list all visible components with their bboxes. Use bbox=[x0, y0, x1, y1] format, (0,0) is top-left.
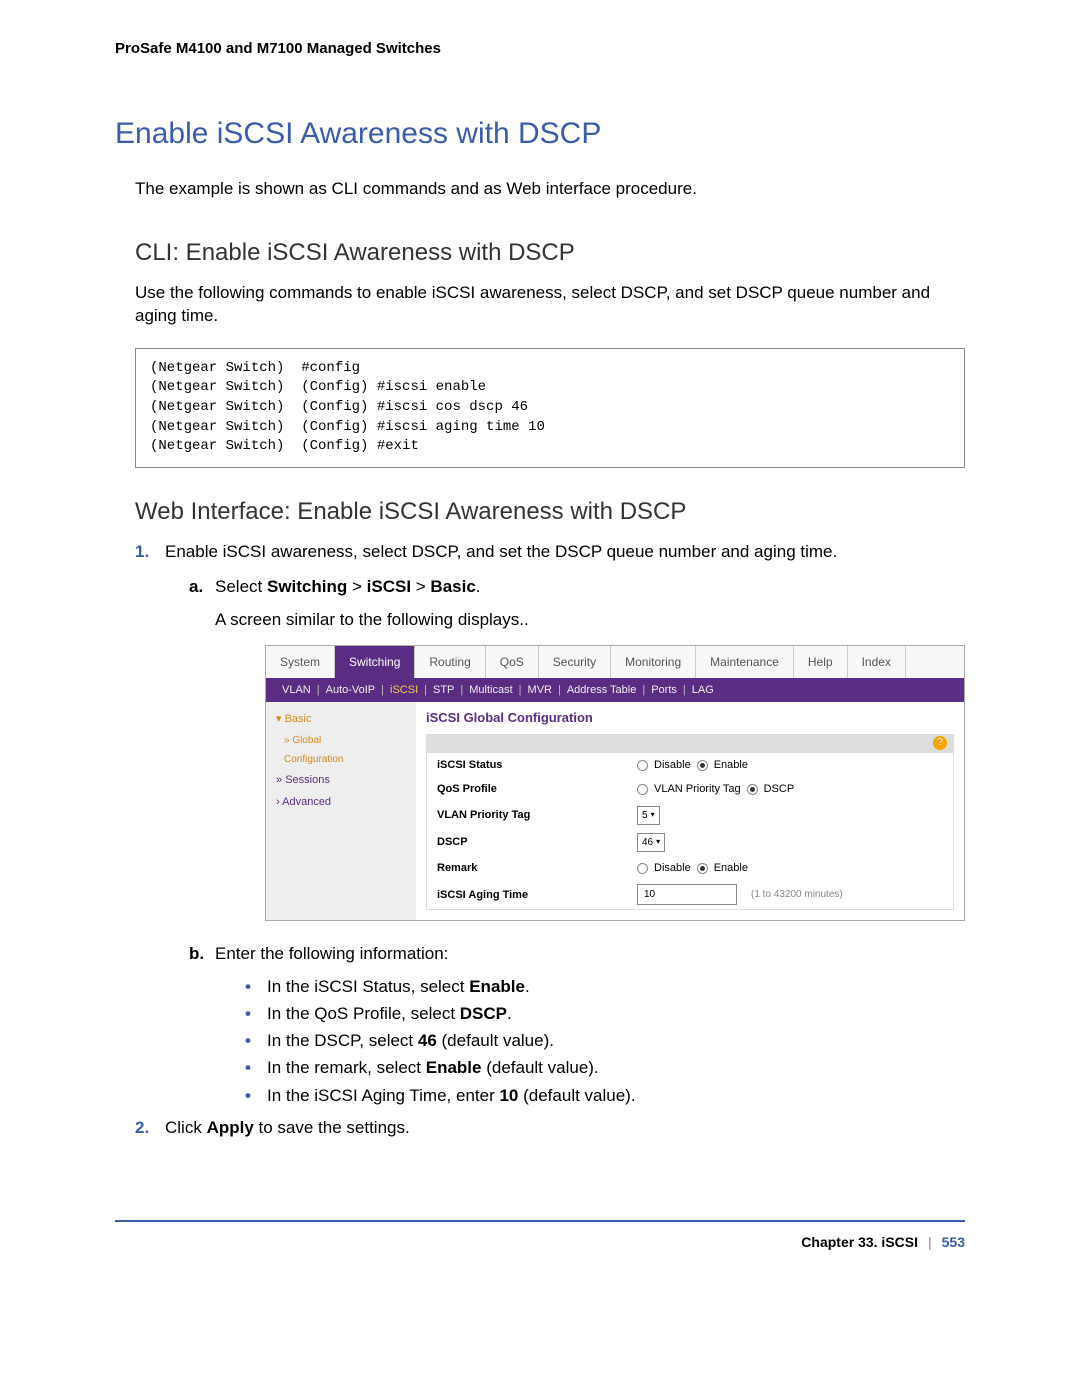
step-1b-text: Enter the following information: bbox=[215, 944, 448, 963]
alpha-b: b. bbox=[189, 941, 204, 967]
dscp-select[interactable]: 46▾ bbox=[637, 833, 665, 852]
tab-switching[interactable]: Switching bbox=[335, 646, 415, 678]
subnav-multicast[interactable]: Multicast bbox=[469, 684, 512, 696]
step-1b: b. Enter the following information: In t… bbox=[189, 941, 965, 1108]
status-enable-radio[interactable] bbox=[697, 760, 708, 771]
row-qos: QoS Profile VLAN Priority Tag DSCP bbox=[427, 777, 953, 802]
subnav-stp[interactable]: STP bbox=[433, 684, 454, 696]
subnav-address-table[interactable]: Address Table bbox=[567, 684, 637, 696]
subnav-ports[interactable]: Ports bbox=[651, 684, 677, 696]
subnav-vlan[interactable]: VLAN bbox=[282, 684, 311, 696]
step-num-2: 2. bbox=[135, 1117, 149, 1140]
remark-disable-radio[interactable] bbox=[637, 863, 648, 874]
ui-sidebar: ▾ Basic » Global Configuration » Session… bbox=[266, 702, 416, 920]
step-num-1: 1. bbox=[135, 541, 149, 564]
side-config[interactable]: Configuration bbox=[266, 750, 416, 769]
bullet-5: In the iSCSI Aging Time, enter 10 (defau… bbox=[245, 1082, 965, 1109]
aging-hint: (1 to 43200 minutes) bbox=[751, 887, 843, 902]
row-dscp: DSCP 46▾ bbox=[427, 829, 953, 856]
cli-para: Use the following commands to enable iSC… bbox=[135, 282, 965, 328]
side-sessions[interactable]: » Sessions bbox=[266, 769, 416, 792]
help-icon[interactable]: ? bbox=[933, 736, 947, 750]
tab-security[interactable]: Security bbox=[539, 646, 611, 678]
tab-maintenance[interactable]: Maintenance bbox=[696, 646, 794, 678]
vlan-select[interactable]: 5▾ bbox=[637, 806, 660, 825]
panel-head: ? bbox=[427, 735, 953, 753]
step-1a-after: A screen similar to the following displa… bbox=[215, 607, 965, 633]
tab-help[interactable]: Help bbox=[794, 646, 848, 678]
qos-dscp-radio[interactable] bbox=[747, 784, 758, 795]
subnav-auto-voip[interactable]: Auto-VoIP bbox=[326, 684, 376, 696]
row-remark: Remark Disable Enable bbox=[427, 856, 953, 881]
bullet-2: In the QoS Profile, select DSCP. bbox=[245, 1000, 965, 1027]
cli-code-block: (Netgear Switch) #config (Netgear Switch… bbox=[135, 348, 965, 468]
bullet-4: In the remark, select Enable (default va… bbox=[245, 1054, 965, 1081]
step-2: 2. Click Apply to save the settings. bbox=[135, 1117, 965, 1140]
tab-routing[interactable]: Routing bbox=[415, 646, 485, 678]
tab-system[interactable]: System bbox=[266, 646, 335, 678]
cli-heading: CLI: Enable iSCSI Awareness with DSCP bbox=[135, 239, 965, 267]
footer-chapter: Chapter 33. iSCSI bbox=[801, 1234, 918, 1250]
side-global[interactable]: » Global bbox=[266, 731, 416, 750]
bullet-1: In the iSCSI Status, select Enable. bbox=[245, 973, 965, 1000]
tab-monitoring[interactable]: Monitoring bbox=[611, 646, 696, 678]
ui-screenshot: SystemSwitchingRoutingQoSSecurityMonitor… bbox=[265, 645, 965, 922]
doc-header: ProSafe M4100 and M7100 Managed Switches bbox=[115, 40, 965, 57]
web-heading: Web Interface: Enable iSCSI Awareness wi… bbox=[135, 498, 965, 526]
page-title: Enable iSCSI Awareness with DSCP bbox=[115, 117, 965, 151]
step-1a: a. Select Switching > iSCSI > Basic. A s… bbox=[189, 574, 965, 922]
step-1a-text: Select Switching > iSCSI > Basic. bbox=[215, 577, 481, 596]
panel-title: iSCSI Global Configuration bbox=[426, 708, 954, 728]
bullet-3: In the DSCP, select 46 (default value). bbox=[245, 1027, 965, 1054]
step-1-text: Enable iSCSI awareness, select DSCP, and… bbox=[165, 542, 837, 561]
ui-panel: iSCSI Global Configuration ? iSCSI Statu… bbox=[416, 702, 964, 920]
tab-qos[interactable]: QoS bbox=[486, 646, 539, 678]
subnav-mvr[interactable]: MVR bbox=[528, 684, 552, 696]
qos-vlan-radio[interactable] bbox=[637, 784, 648, 795]
alpha-a: a. bbox=[189, 574, 203, 600]
ui-tabs: SystemSwitchingRoutingQoSSecurityMonitor… bbox=[266, 646, 964, 678]
aging-input[interactable]: 10 bbox=[637, 884, 737, 905]
row-vlan: VLAN Priority Tag 5▾ bbox=[427, 802, 953, 829]
page-footer: Chapter 33. iSCSI | 553 bbox=[115, 1220, 965, 1250]
footer-page: 553 bbox=[942, 1234, 965, 1250]
status-disable-radio[interactable] bbox=[637, 760, 648, 771]
footer-sep: | bbox=[928, 1234, 932, 1250]
subnav-lag[interactable]: LAG bbox=[692, 684, 714, 696]
tab-index[interactable]: Index bbox=[848, 646, 906, 678]
row-status: iSCSI Status Disable Enable bbox=[427, 753, 953, 778]
row-aging: iSCSI Aging Time 10 (1 to 43200 minutes) bbox=[427, 880, 953, 909]
intro-text: The example is shown as CLI commands and… bbox=[135, 179, 965, 199]
ui-subnav: VLAN|Auto-VoIP|iSCSI|STP|Multicast|MVR|A… bbox=[266, 678, 964, 703]
subnav-iscsi[interactable]: iSCSI bbox=[390, 684, 418, 696]
step-1: 1. Enable iSCSI awareness, select DSCP, … bbox=[135, 541, 965, 1109]
remark-enable-radio[interactable] bbox=[697, 863, 708, 874]
side-advanced[interactable]: › Advanced bbox=[266, 791, 416, 814]
step-2-text: Click Apply to save the settings. bbox=[165, 1118, 410, 1137]
side-basic[interactable]: ▾ Basic bbox=[266, 708, 416, 731]
